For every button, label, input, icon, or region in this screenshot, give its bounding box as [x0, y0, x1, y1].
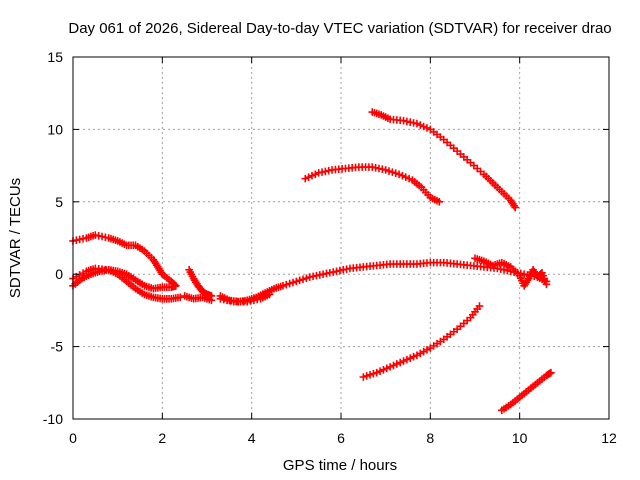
x-axis-label: GPS time / hours: [283, 457, 397, 474]
data-point: [446, 141, 455, 150]
data-point: [456, 322, 465, 331]
data-point: [176, 293, 184, 302]
data-point: [295, 276, 304, 285]
data-point: [443, 138, 451, 147]
x-tick-label: 10: [512, 430, 528, 446]
x-tick-label: 6: [337, 430, 345, 446]
data-point: [391, 169, 400, 178]
data-point: [460, 319, 468, 328]
data-point: [453, 325, 461, 334]
data-point: [453, 147, 461, 155]
data-point: [540, 274, 549, 283]
series-track-gap-bits: [180, 292, 216, 305]
data-point: [439, 135, 448, 144]
data-point: [475, 302, 484, 310]
data-point: [466, 158, 475, 167]
x-tick-label: 2: [158, 430, 166, 446]
x-tick-label: 4: [248, 430, 256, 446]
data-point: [369, 369, 378, 378]
data-point: [463, 316, 471, 325]
x-tick-label: 8: [426, 430, 434, 446]
y-tick-label: -5: [51, 339, 64, 355]
data-point: [289, 278, 297, 287]
data-point: [362, 372, 371, 380]
data-point: [449, 144, 458, 153]
data-point: [541, 277, 550, 286]
data-point: [388, 168, 397, 176]
data-point: [460, 153, 468, 161]
data-point: [511, 203, 519, 212]
data-point: [265, 290, 274, 299]
data-point: [381, 166, 390, 174]
x-tick-label: 0: [69, 430, 77, 446]
chart-title: Day 061 of 2026, Sidereal Day-to-day VTE…: [68, 20, 611, 37]
data-point: [359, 373, 368, 381]
y-axis-label: SDTVAR / TECUs: [7, 178, 24, 298]
y-tick-label: -10: [43, 411, 63, 427]
data-point: [292, 277, 301, 286]
series-track-neg-rise: [359, 302, 484, 381]
data-point: [476, 167, 485, 176]
data-point: [435, 198, 444, 206]
series-track-lower-left-2: [69, 264, 184, 303]
series-track-high-descend: [368, 108, 519, 212]
x-tick-label: 12: [601, 430, 617, 446]
grid: [73, 57, 609, 419]
y-tick-label: 10: [47, 121, 63, 137]
data-point: [547, 368, 555, 377]
data-point: [302, 274, 311, 282]
data-point: [463, 156, 471, 164]
data-point: [470, 161, 478, 170]
series-layer: [69, 108, 555, 415]
data-point: [207, 296, 216, 305]
data-point: [299, 275, 307, 284]
data-point: [282, 280, 291, 289]
data-point: [542, 280, 551, 289]
data-point: [366, 371, 374, 379]
data-point: [538, 268, 546, 277]
data-point: [539, 271, 547, 280]
ticks: 0 2 4 6 8 10 12 -10 -5 0 5 10 15: [43, 49, 617, 446]
data-point: [385, 167, 393, 175]
series-track-rise-mid: [301, 163, 444, 206]
data-point: [473, 164, 482, 173]
data-point: [285, 279, 294, 288]
series-track-neg-low: [498, 368, 555, 415]
y-tick-label: 0: [55, 266, 63, 282]
data-point: [171, 281, 180, 290]
series-track-low-main: [216, 290, 274, 306]
data-point: [279, 281, 287, 290]
series-track-right-scatter: [471, 254, 551, 290]
y-tick-label: 15: [47, 49, 63, 65]
y-tick-label: 5: [55, 194, 63, 210]
data-point: [456, 150, 465, 158]
